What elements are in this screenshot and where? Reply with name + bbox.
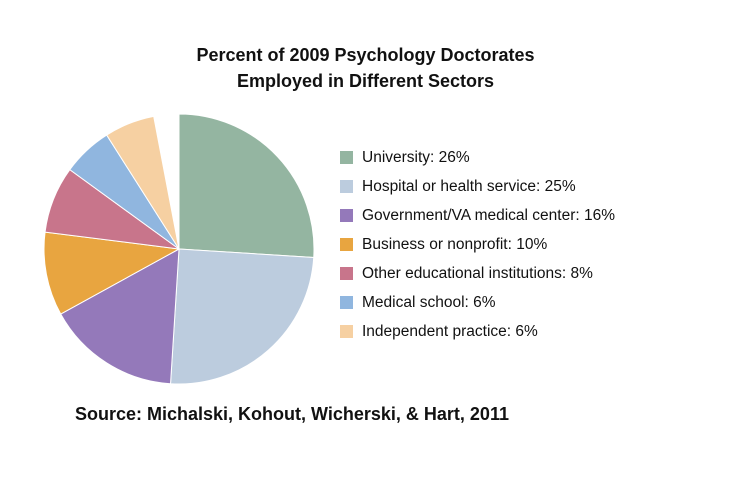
legend: University: 26% Hospital or health servic… [340,143,615,346]
legend-item: Hospital or health service: 25% [340,172,615,201]
pie-slice-independent-practice [105,115,180,250]
legend-label: Business or nonprofit: 10% [362,235,548,253]
legend-swatch [340,180,353,193]
source-citation: Source: Michalski, Kohout, Wicherski, & … [75,404,509,424]
pie-slice-business-or-nonprofit [43,231,181,315]
legend-label: Medical school: 6% [362,293,496,311]
legend-item: Medical school: 6% [340,288,615,317]
legend-item: Government/VA medical center: 16% [340,201,615,230]
legend-swatch [340,209,353,222]
legend-item: Business or nonprofit: 10% [340,230,615,259]
legend-swatch [340,238,353,251]
legend-label: Hospital or health service: 25% [362,177,576,195]
chart-title-line2: Employed in Different Sectors [236,71,495,91]
legend-swatch [340,296,353,309]
chart-title: Percent of 2009 Psychology Doctorates Em… [0,42,731,94]
pie-slice-government-va-medical-center [60,248,180,385]
legend-item: Other educational institutions: 8% [340,259,615,288]
legend-label: Independent practice: 6% [362,322,538,340]
pie-chart [43,113,315,385]
legend-label: Other educational institutions: 8% [362,264,593,282]
legend-swatch [340,267,353,280]
pie-slice-hospital-or-health-service [169,248,315,385]
pie-slice-university [178,113,315,259]
legend-swatch [340,151,353,164]
chart-title-line1: Percent of 2009 Psychology Doctorates [196,45,535,65]
legend-label: University: 26% [362,148,470,166]
legend-item: University: 26% [340,143,615,172]
legend-label: Government/VA medical center: 16% [362,206,616,224]
legend-item: Independent practice: 6% [340,317,615,346]
pie-chart-area [43,113,315,385]
legend-swatch [340,325,353,338]
